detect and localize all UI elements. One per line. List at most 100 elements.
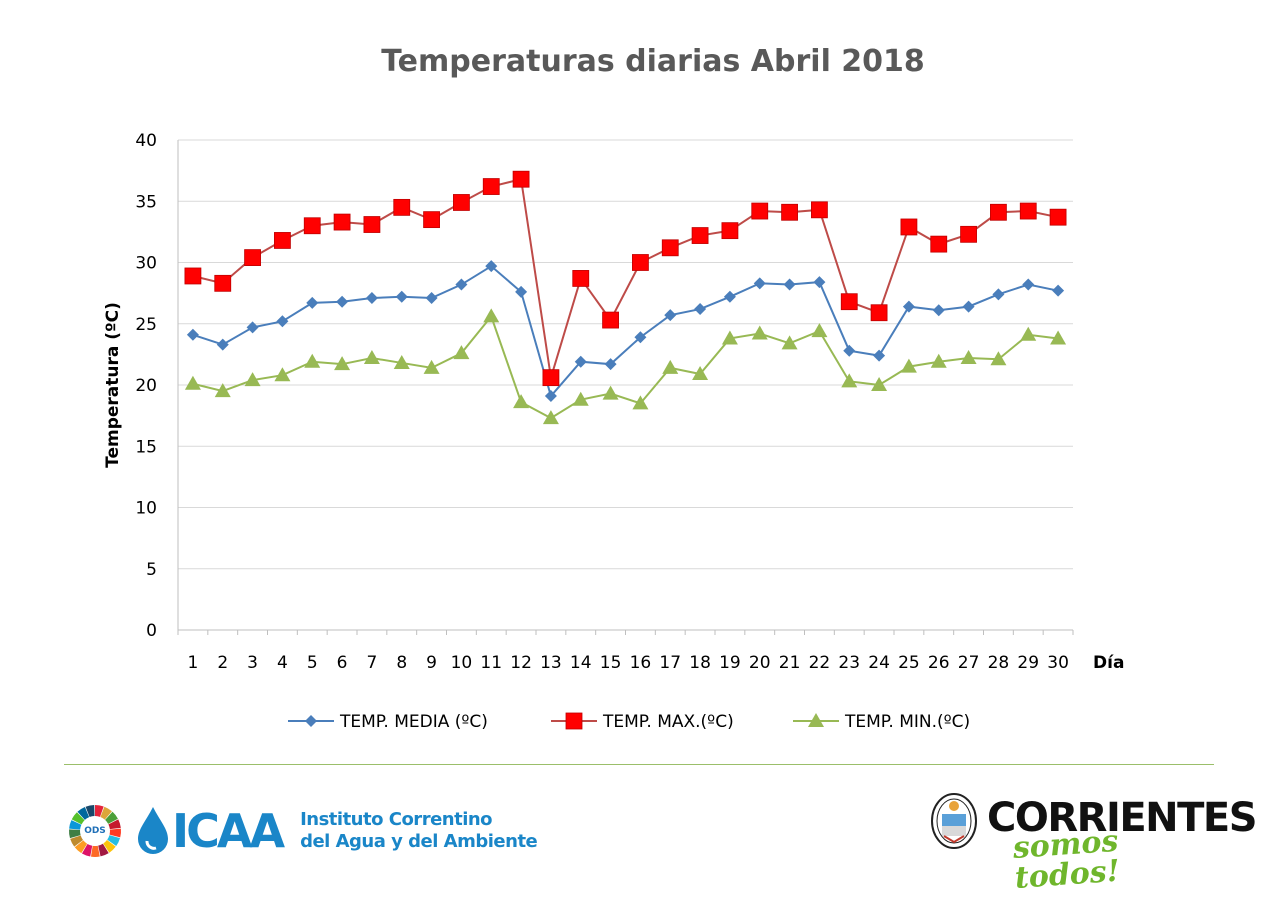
ods-wheel-segment [81, 843, 93, 857]
series-media-point [395, 290, 408, 303]
ods-wheel-segment [69, 829, 81, 839]
series-max-point [303, 217, 321, 235]
series-min-point [960, 350, 977, 365]
ods-wheel-segment [107, 835, 121, 847]
x-tick-label: 10 [451, 653, 473, 673]
x-tick-label: 1 [188, 653, 199, 673]
series-max-point [781, 203, 798, 221]
ods-wheel-segment [105, 811, 118, 824]
series-max-point [542, 369, 560, 387]
x-tick-label: 24 [868, 653, 890, 673]
series-media-point [276, 315, 289, 328]
ods-wheel-segment [98, 843, 109, 857]
series-layer [184, 170, 1067, 425]
ods-wheel-segment [90, 845, 100, 857]
series-max-point [333, 213, 351, 231]
ods-wheel-segment [69, 820, 82, 830]
series-media-point [1022, 278, 1035, 291]
series-min-point [572, 391, 589, 406]
series-min-point [871, 377, 888, 391]
x-tick-label: 7 [367, 653, 378, 673]
x-tick-label: 9 [426, 653, 437, 673]
series-max-point [930, 235, 948, 253]
grid-lines [178, 139, 1073, 570]
series-max-point [363, 216, 381, 233]
y-tick-label: 30 [135, 254, 157, 274]
corrientes-logo: CORRIENTES somos todos! [930, 788, 1258, 896]
series-max-point [453, 194, 470, 211]
series-max-point [870, 304, 888, 322]
x-tick-label: 27 [958, 653, 980, 673]
series-min-point [513, 394, 530, 409]
series-media-point [485, 260, 498, 273]
series-max-point [274, 232, 291, 249]
series-media-point [574, 355, 587, 368]
series-media-point [932, 304, 945, 317]
series-min-point [692, 365, 709, 380]
series-min-point [184, 375, 201, 390]
icaa-institution-name: Instituto Correntino del Agua y del Ambi… [300, 809, 538, 853]
chart-title: Temperaturas diarias Abril 2018 [381, 44, 925, 79]
x-tick-label: 2 [217, 653, 228, 673]
y-tick-label: 5 [146, 560, 157, 580]
ods-wheel-segment [95, 805, 104, 817]
ods-wheel-segment [71, 812, 85, 825]
series-min-point [542, 410, 559, 425]
series-media-point [246, 321, 259, 334]
legend-item-media: TEMP. MEDIA (ºC) [288, 712, 488, 732]
footer-divider [64, 764, 1214, 765]
series-max-point [482, 178, 500, 195]
y-tick-label: 40 [135, 131, 157, 151]
series-media-point [694, 303, 707, 316]
series-max-point [512, 170, 530, 188]
series-media-point [813, 276, 826, 289]
x-tick-label: 18 [689, 653, 711, 673]
icaa-wordmark: ICAA [172, 804, 285, 858]
series-media-point [336, 295, 349, 308]
series-min-point [1050, 330, 1067, 345]
x-tick-label: 6 [337, 653, 348, 673]
series-media-point [544, 390, 557, 403]
series-min-point [721, 330, 738, 345]
series-min-point [453, 345, 470, 360]
series-media-point [425, 292, 438, 305]
x-tick-label: 23 [838, 653, 860, 673]
series-media-point [604, 358, 617, 371]
series-min-point [751, 325, 768, 340]
series-max [184, 170, 1067, 387]
series-max-point [423, 211, 440, 229]
icaa-name-line-2: del Agua y del Ambiente [300, 831, 538, 852]
series-max-point [1019, 202, 1037, 220]
x-tick-label: 3 [247, 653, 258, 673]
x-tick-label: 20 [749, 653, 771, 673]
series-max-point [1049, 208, 1067, 226]
water-drop-icon [138, 807, 168, 854]
series-max-point [721, 222, 739, 240]
series-media-point [723, 290, 736, 303]
x-tick-label: 14 [570, 653, 592, 673]
series-min-point [244, 372, 261, 387]
y-tick-label: 0 [146, 621, 157, 641]
x-tick-label: 16 [630, 653, 652, 673]
series-min-point [423, 359, 440, 374]
x-tick-label: 11 [480, 653, 502, 673]
ods-wheel-segment [100, 806, 112, 820]
x-tick-label: 25 [898, 653, 920, 673]
series-min-point [811, 323, 828, 338]
x-tick-label: 15 [600, 653, 622, 673]
series-min-point [632, 395, 649, 410]
x-tick-label: 29 [1017, 653, 1039, 673]
series-min [184, 308, 1067, 425]
series-min-point [363, 350, 380, 365]
legend-swatch-marker [808, 713, 824, 727]
series-min-point [900, 358, 917, 373]
x-tick-label: 13 [540, 653, 562, 673]
x-tick-label: 26 [928, 653, 950, 673]
series-min-point [602, 385, 619, 400]
y-tick-label: 25 [135, 315, 157, 335]
y-tick-label: 20 [135, 376, 157, 396]
series-max-point [840, 293, 858, 311]
legend: TEMP. MEDIA (ºC) TEMP. MAX.(ºC) TEMP. MIN.… [288, 712, 970, 732]
series-min-point [1020, 326, 1037, 341]
series-media-point [753, 277, 766, 290]
